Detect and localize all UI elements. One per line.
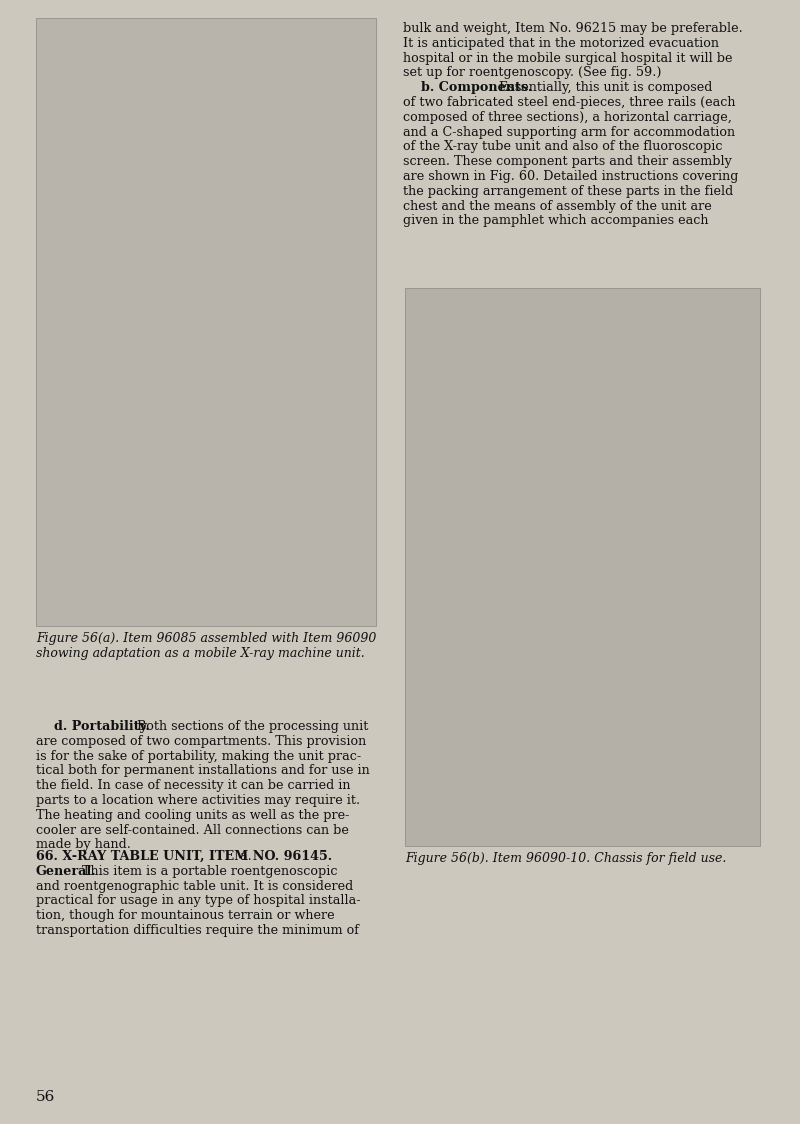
Text: of the X-ray tube unit and also of the fluoroscopic: of the X-ray tube unit and also of the f… bbox=[403, 140, 722, 153]
Text: practical for usage in any type of hospital installa-: practical for usage in any type of hospi… bbox=[36, 895, 361, 907]
Text: hospital or in the mobile surgical hospital it will be: hospital or in the mobile surgical hospi… bbox=[403, 52, 733, 64]
Text: Both sections of the processing unit: Both sections of the processing unit bbox=[134, 720, 369, 733]
Text: tion, though for mountainous terrain or where: tion, though for mountainous terrain or … bbox=[36, 909, 334, 922]
Text: set up for roentgenoscopy. (See fig. 59.): set up for roentgenoscopy. (See fig. 59.… bbox=[403, 66, 662, 80]
Text: cooler are self-contained. All connections can be: cooler are self-contained. All connectio… bbox=[36, 824, 349, 836]
Text: The heating and cooling units as well as the pre-: The heating and cooling units as well as… bbox=[36, 809, 350, 822]
Text: is for the sake of portability, making the unit prac-: is for the sake of portability, making t… bbox=[36, 750, 361, 762]
Text: bulk and weight, Item No. 96215 may be preferable.: bulk and weight, Item No. 96215 may be p… bbox=[403, 22, 742, 35]
Text: are composed of two compartments. This provision: are composed of two compartments. This p… bbox=[36, 735, 366, 747]
Text: are shown in Fig. 60. Detailed instructions covering: are shown in Fig. 60. Detailed instructi… bbox=[403, 170, 738, 183]
Text: Figure 56(a). Item 96085 assembled with Item 96090: Figure 56(a). Item 96085 assembled with … bbox=[36, 632, 376, 645]
Text: screen. These component parts and their assembly: screen. These component parts and their … bbox=[403, 155, 732, 169]
Text: given in the pamphlet which accompanies each: given in the pamphlet which accompanies … bbox=[403, 215, 709, 227]
Text: It is anticipated that in the motorized evacuation: It is anticipated that in the motorized … bbox=[403, 37, 719, 49]
Text: the packing arrangement of these parts in the field: the packing arrangement of these parts i… bbox=[403, 184, 734, 198]
Text: tical both for permanent installations and for use in: tical both for permanent installations a… bbox=[36, 764, 370, 778]
Text: transportation difficulties require the minimum of: transportation difficulties require the … bbox=[36, 924, 359, 937]
Text: b. Components.: b. Components. bbox=[421, 81, 532, 94]
Bar bbox=[405, 288, 760, 846]
Text: the field. In case of necessity it can be carried in: the field. In case of necessity it can b… bbox=[36, 779, 350, 792]
Text: Essentially, this unit is composed: Essentially, this unit is composed bbox=[495, 81, 713, 94]
Text: 56: 56 bbox=[36, 1090, 55, 1104]
Bar bbox=[36, 18, 376, 626]
Text: of two fabricated steel end-pieces, three rails (each: of two fabricated steel end-pieces, thre… bbox=[403, 96, 735, 109]
Text: made by hand.: made by hand. bbox=[36, 839, 131, 851]
Text: d. Portability.: d. Portability. bbox=[54, 720, 150, 733]
Text: chest and the means of assembly of the unit are: chest and the means of assembly of the u… bbox=[403, 200, 712, 212]
Text: This item is a portable roentgenoscopic: This item is a portable roentgenoscopic bbox=[78, 864, 338, 878]
Text: showing adaptation as a mobile X-ray machine unit.: showing adaptation as a mobile X-ray mac… bbox=[36, 646, 365, 660]
Text: General.: General. bbox=[36, 864, 97, 878]
Text: and a C-shaped supporting arm for accommodation: and a C-shaped supporting arm for accomm… bbox=[403, 126, 735, 138]
Text: 66. X-RAY TABLE UNIT, ITEM NO. 96145.: 66. X-RAY TABLE UNIT, ITEM NO. 96145. bbox=[36, 850, 332, 863]
Text: a.: a. bbox=[232, 850, 251, 863]
Text: composed of three sections), a horizontal carriage,: composed of three sections), a horizonta… bbox=[403, 111, 732, 124]
Text: parts to a location where activities may require it.: parts to a location where activities may… bbox=[36, 794, 360, 807]
Text: and roentgenographic table unit. It is considered: and roentgenographic table unit. It is c… bbox=[36, 880, 354, 892]
Text: Figure 56(b). Item 96090-10. Chassis for field use.: Figure 56(b). Item 96090-10. Chassis for… bbox=[405, 852, 726, 865]
